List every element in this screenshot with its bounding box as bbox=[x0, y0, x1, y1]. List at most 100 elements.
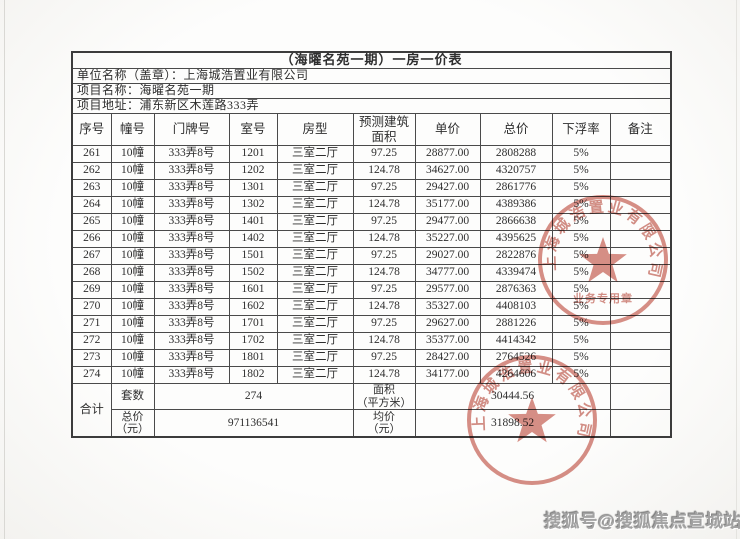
cell-note bbox=[609, 332, 672, 350]
cell-area: 124.78 bbox=[352, 366, 416, 384]
cell-layout: 三室二厅 bbox=[276, 179, 354, 197]
cell-unit-price: 35377.00 bbox=[414, 332, 481, 350]
cell-total-price: 2866638 bbox=[479, 213, 553, 231]
cell-gate-number: 333弄8号 bbox=[153, 196, 230, 214]
cell-unit-price: 35227.00 bbox=[414, 230, 481, 248]
page-edge-line-right bbox=[736, 0, 737, 539]
company-line: 单位名称（盖章）：上海城浩置业有限公司 bbox=[71, 68, 672, 84]
cell-layout: 三室二厅 bbox=[276, 145, 354, 163]
cell-discount: 5% bbox=[551, 298, 611, 316]
cell-room-number: 1402 bbox=[228, 230, 278, 248]
cell-note bbox=[609, 162, 672, 180]
cell-note bbox=[609, 230, 672, 248]
sohu-watermark: 搜狐号@搜狐焦点宣城站 bbox=[544, 511, 740, 531]
cell-room-number: 1602 bbox=[228, 298, 278, 316]
cell-discount: 5% bbox=[551, 230, 611, 248]
cell-serial: 264 bbox=[71, 196, 112, 214]
header-room-number: 室号 bbox=[228, 113, 278, 146]
table-row: 271 10幢 333弄8号 1701 三室二厅 97.25 29627.00 2881226… bbox=[71, 315, 672, 333]
cell-area: 97.25 bbox=[352, 145, 416, 163]
cell-area: 97.25 bbox=[352, 349, 416, 367]
header-unit-price: 单价 bbox=[414, 113, 481, 146]
table-row: 267 10幢 333弄8号 1501 三室二厅 97.25 29027.00 2822876… bbox=[71, 247, 672, 265]
cell-layout: 三室二厅 bbox=[276, 366, 354, 384]
cell-area: 124.78 bbox=[352, 196, 416, 214]
header-discount: 下浮率 bbox=[551, 113, 611, 146]
summary-price-value: 971136541 bbox=[153, 409, 354, 438]
cell-building: 10幢 bbox=[110, 179, 155, 197]
table-header-row: 序号 幢号 门牌号 室号 房型 预测建筑面积 单价 总价 下浮率 备注 bbox=[71, 113, 672, 146]
cell-serial: 268 bbox=[71, 264, 112, 282]
cell-serial: 274 bbox=[71, 366, 112, 384]
cell-gate-number: 333弄8号 bbox=[153, 298, 230, 316]
summary-area-value: 30444.56 bbox=[414, 382, 611, 411]
table-row: 268 10幢 333弄8号 1502 三室二厅 124.78 34777.00 433947… bbox=[71, 264, 672, 282]
cell-total-price: 4320757 bbox=[479, 162, 553, 180]
project-address-line: 项目地址：浦东新区木莲路333弄 bbox=[71, 98, 672, 114]
cell-unit-price: 34777.00 bbox=[414, 264, 481, 282]
cell-area: 97.25 bbox=[352, 281, 416, 299]
summary-units-label: 套数 bbox=[110, 382, 155, 411]
cell-serial: 265 bbox=[71, 213, 112, 231]
cell-layout: 三室二厅 bbox=[276, 162, 354, 180]
cell-room-number: 1201 bbox=[228, 145, 278, 163]
cell-serial: 270 bbox=[71, 298, 112, 316]
cell-note bbox=[609, 196, 672, 214]
cell-room-number: 1601 bbox=[228, 281, 278, 299]
cell-discount: 5% bbox=[551, 196, 611, 214]
cell-total-price: 2876363 bbox=[479, 281, 553, 299]
cell-unit-price: 34177.00 bbox=[414, 366, 481, 384]
cell-gate-number: 333弄8号 bbox=[153, 247, 230, 265]
cell-serial: 262 bbox=[71, 162, 112, 180]
table-summary: 合计 套数 274 面积 （平方米） 30444.56 总价 （元） 97113… bbox=[71, 382, 672, 438]
table-row: 262 10幢 333弄8号 1202 三室二厅 124.78 34627.00 432075… bbox=[71, 162, 672, 180]
cell-discount: 5% bbox=[551, 162, 611, 180]
cell-area: 124.78 bbox=[352, 162, 416, 180]
cell-note bbox=[609, 213, 672, 231]
cell-total-price: 2764526 bbox=[479, 349, 553, 367]
summary-note-cell-2 bbox=[609, 409, 672, 438]
cell-total-price: 4408103 bbox=[479, 298, 553, 316]
header-layout: 房型 bbox=[276, 113, 354, 146]
header-serial: 序号 bbox=[71, 113, 112, 146]
cell-area: 124.78 bbox=[352, 264, 416, 282]
price-table: （海曜名苑一期）一房一价表 单位名称（盖章）：上海城浩置业有限公司 项目名称：海… bbox=[71, 51, 673, 439]
cell-note bbox=[609, 349, 672, 367]
cell-layout: 三室二厅 bbox=[276, 196, 354, 214]
cell-serial: 266 bbox=[71, 230, 112, 248]
table-row: 264 10幢 333弄8号 1302 三室二厅 124.78 35177.00 438938… bbox=[71, 196, 672, 214]
table-title: （海曜名苑一期）一房一价表 bbox=[71, 51, 672, 69]
header-total-price: 总价 bbox=[479, 113, 553, 146]
cell-layout: 三室二厅 bbox=[276, 230, 354, 248]
cell-unit-price: 29477.00 bbox=[414, 213, 481, 231]
cell-layout: 三室二厅 bbox=[276, 298, 354, 316]
cell-total-price: 2861776 bbox=[479, 179, 553, 197]
cell-unit-price: 35327.00 bbox=[414, 298, 481, 316]
cell-room-number: 1701 bbox=[228, 315, 278, 333]
summary-area-label: 面积 （平方米） bbox=[352, 382, 416, 411]
table-row: 263 10幢 333弄8号 1301 三室二厅 97.25 29427.00 2861776… bbox=[71, 179, 672, 197]
cell-discount: 5% bbox=[551, 264, 611, 282]
cell-building: 10幢 bbox=[110, 298, 155, 316]
cell-note bbox=[609, 264, 672, 282]
cell-discount: 5% bbox=[551, 281, 611, 299]
summary-units-value: 274 bbox=[153, 382, 354, 411]
cell-total-price: 4339474 bbox=[479, 264, 553, 282]
table-body: 261 10幢 333弄8号 1201 三室二厅 97.25 28877.00 2808288… bbox=[71, 145, 672, 384]
cell-note bbox=[609, 298, 672, 316]
cell-area: 97.25 bbox=[352, 213, 416, 231]
cell-unit-price: 35177.00 bbox=[414, 196, 481, 214]
table-row: 274 10幢 333弄8号 1802 三室二厅 124.78 34177.00 426460… bbox=[71, 366, 672, 384]
cell-note bbox=[609, 315, 672, 333]
cell-area: 124.78 bbox=[352, 230, 416, 248]
cell-total-price: 4395625 bbox=[479, 230, 553, 248]
header-note: 备注 bbox=[609, 113, 672, 146]
table-row: 261 10幢 333弄8号 1201 三室二厅 97.25 28877.00 2808288… bbox=[71, 145, 672, 163]
cell-discount: 5% bbox=[551, 213, 611, 231]
cell-gate-number: 333弄8号 bbox=[153, 145, 230, 163]
cell-unit-price: 28877.00 bbox=[414, 145, 481, 163]
cell-note bbox=[609, 145, 672, 163]
cell-room-number: 1802 bbox=[228, 366, 278, 384]
table-row: 269 10幢 333弄8号 1601 三室二厅 97.25 29577.00 2876363… bbox=[71, 281, 672, 299]
